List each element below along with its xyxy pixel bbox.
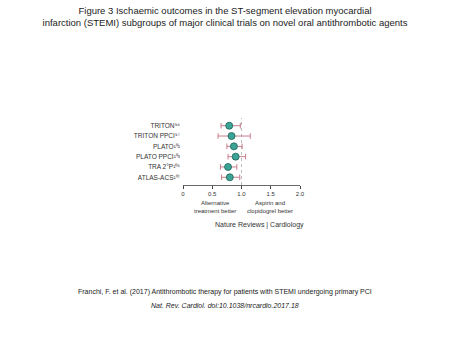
svg-text:Figure 3 Ischaemic outcomes in: Figure 3 Ischaemic outcomes in the ST-se… [43,5,408,28]
svg-text:Franchi, F. et al. (2017) Anti: Franchi, F. et al. (2017) Antithrombotic… [78,288,372,296]
svg-text:Aspirin andclopidogrel better: Aspirin andclopidogrel better [247,200,293,214]
svg-text:PLATO¹⁰²: PLATO¹⁰² [153,143,181,150]
svg-text:Alternativetreatment better: Alternativetreatment better [194,200,236,214]
svg-text:PLATO PPCI¹⁰³: PLATO PPCI¹⁰³ [136,153,181,160]
svg-text:TRITON PPCI⁹⁷: TRITON PPCI⁹⁷ [134,132,181,139]
svg-text:Nature Reviews | Cardiology: Nature Reviews | Cardiology [215,221,304,229]
svg-text:2.0: 2.0 [296,191,305,197]
svg-text:TRA 2°P¹⁰⁵: TRA 2°P¹⁰⁵ [148,163,180,170]
svg-text:Nat. Rev. Cardiol. doi:10.1038: Nat. Rev. Cardiol. doi:10.1038/nrcardio.… [151,302,299,309]
svg-text:ATLAS-ACS¹⁰⁷: ATLAS-ACS¹⁰⁷ [138,174,181,181]
svg-text:0.5: 0.5 [208,191,217,197]
svg-text:1.5: 1.5 [267,191,276,197]
svg-text:TRITON⁹⁶: TRITON⁹⁶ [150,122,180,129]
svg-text:1.0: 1.0 [237,191,246,197]
svg-text:0: 0 [181,191,185,197]
